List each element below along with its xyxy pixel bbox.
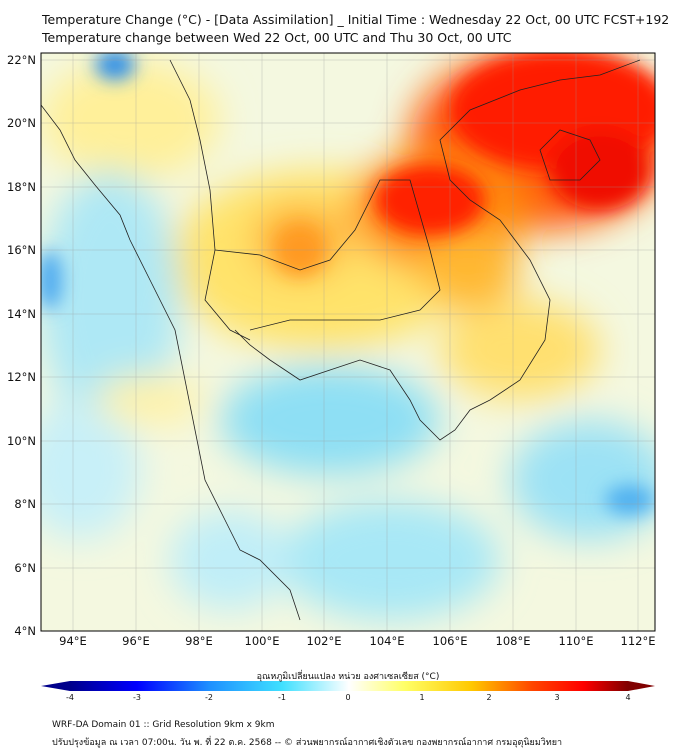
- lat-label: 16°N: [7, 243, 36, 257]
- coastlines: [41, 59, 641, 621]
- lat-label: 18°N: [7, 180, 36, 194]
- lon-label: 112°E: [621, 634, 656, 648]
- colorbar-tick: -4: [66, 693, 74, 702]
- lat-label: 10°N: [7, 434, 36, 448]
- lat-label: 8°N: [14, 497, 36, 511]
- colorbar-max-extend: [628, 681, 655, 691]
- footer-model-info: WRF-DA Domain 01 :: Grid Resolution 9km …: [52, 720, 275, 730]
- colorbar-title: อุณหภูมิเปลี่ยนแปลง หน่วย องศาเซลเซียส (…: [256, 672, 440, 682]
- graticule: [41, 53, 655, 631]
- lat-label: 12°N: [7, 370, 36, 384]
- colorbar-tick: 4: [625, 693, 631, 702]
- lon-label: 106°E: [433, 634, 468, 648]
- lon-label: 100°E: [245, 634, 280, 648]
- colorbar-tick: 0: [345, 693, 351, 702]
- lon-label: 104°E: [370, 634, 405, 648]
- colorbar-tick: 3: [554, 693, 560, 702]
- temperature-field: [41, 53, 655, 631]
- colorbar-min-extend: [41, 681, 70, 691]
- lon-label: 94°E: [59, 634, 87, 648]
- lat-label: 14°N: [7, 307, 36, 321]
- colorbar: [41, 681, 655, 691]
- lat-label: 20°N: [7, 116, 36, 130]
- map-frame: [40, 52, 656, 632]
- lon-label: 98°E: [185, 634, 213, 648]
- colorbar-tick: -2: [205, 693, 213, 702]
- colorbar-tick: 2: [486, 693, 492, 702]
- footer-credit: ปรับปรุงข้อมูล ณ เวลา 07:00น. วัน พ. ที่…: [52, 738, 563, 748]
- lon-label: 102°E: [307, 634, 342, 648]
- lat-label: 4°N: [14, 624, 36, 638]
- colorbar-tick: 1: [419, 693, 425, 702]
- colorbar-tick: -3: [133, 693, 141, 702]
- chart-title: Temperature Change (°C) - [Data Assimila…: [42, 12, 670, 27]
- latitude-labels: 22°N 20°N 18°N 16°N 14°N 12°N 10°N 8°N 6…: [7, 53, 36, 638]
- lat-label: 6°N: [14, 561, 36, 575]
- lon-label: 108°E: [496, 634, 531, 648]
- longitude-labels: 94°E 96°E 98°E 100°E 102°E 104°E 106°E 1…: [59, 634, 655, 648]
- colorbar-tick: -1: [278, 693, 286, 702]
- chart-subtitle: Temperature change between Wed 22 Oct, 0…: [42, 30, 512, 45]
- lat-label: 22°N: [7, 53, 36, 67]
- lon-label: 96°E: [122, 634, 150, 648]
- lon-label: 110°E: [559, 634, 594, 648]
- colorbar-gradient: [70, 681, 628, 691]
